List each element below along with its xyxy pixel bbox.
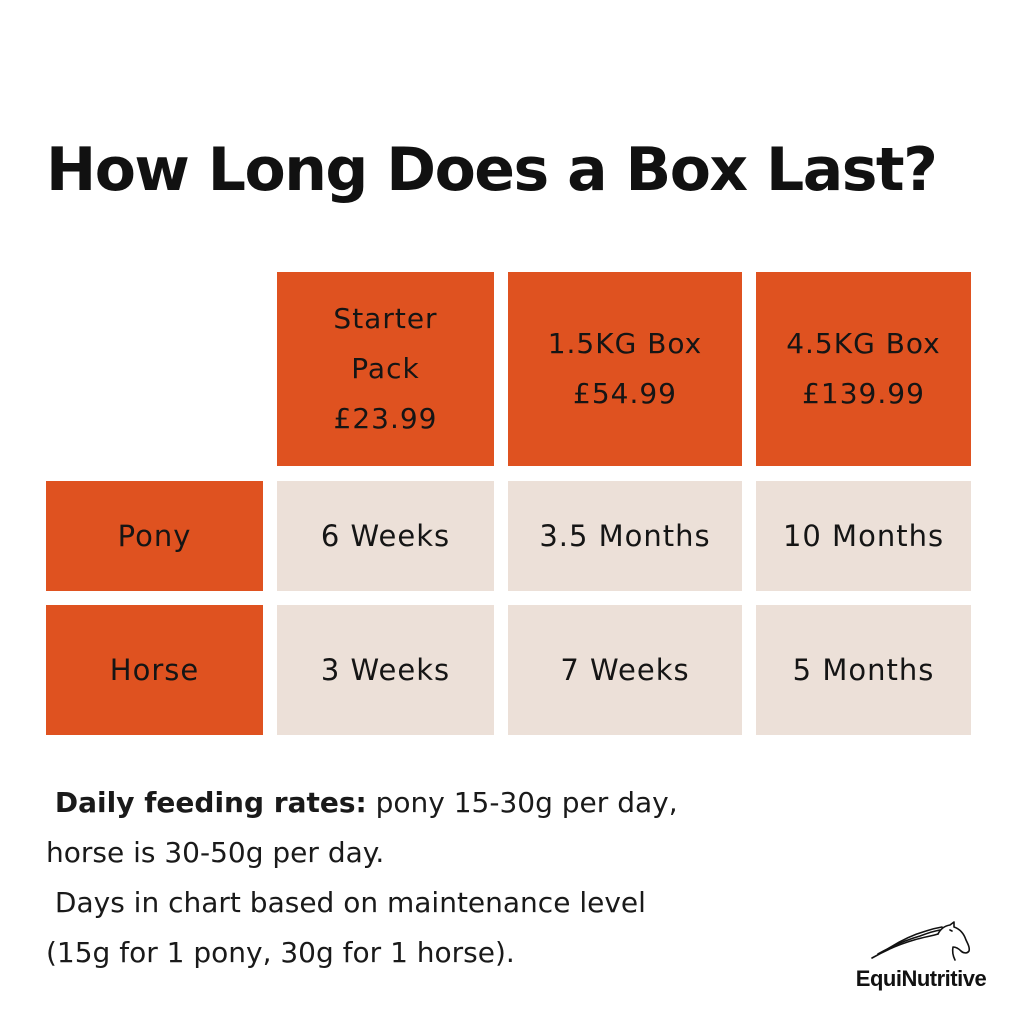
- table-cell: 3.5 Months: [508, 481, 742, 591]
- brand-name: EquiNutritive: [855, 966, 987, 991]
- notes-line: Daily feeding rates: pony 15-30g per day…: [46, 778, 766, 828]
- notes-line-text: pony 15-30g per day,: [366, 786, 678, 819]
- column-header-line: 1.5KG Box: [547, 327, 703, 360]
- column-header-4-5kg-box: 4.5KG Box £139.99: [756, 272, 971, 466]
- row-label-horse: Horse: [46, 605, 263, 735]
- column-header-starter-pack: Starter Pack £23.99: [277, 272, 494, 466]
- feeding-notes: Daily feeding rates: pony 15-30g per day…: [46, 778, 766, 978]
- column-header-line: £23.99: [333, 402, 438, 435]
- table-cell: 5 Months: [756, 605, 971, 735]
- table-cell: 6 Weeks: [277, 481, 494, 591]
- notes-bold-label: Daily feeding rates:: [54, 786, 367, 819]
- column-header-line: £54.99: [573, 377, 677, 410]
- page-title: How Long Does a Box Last?: [46, 135, 938, 205]
- row-label-pony: Pony: [46, 481, 263, 591]
- horse-head-icon: [871, 921, 971, 961]
- table-cell: 3 Weeks: [277, 605, 494, 735]
- notes-line: Days in chart based on maintenance level: [46, 886, 646, 919]
- column-header-line: £139.99: [802, 377, 925, 410]
- notes-line: horse is 30-50g per day.: [46, 836, 385, 869]
- column-header-1-5kg-box: 1.5KG Box £54.99: [508, 272, 742, 466]
- table-cell: 10 Months: [756, 481, 971, 591]
- column-header-line: Pack: [351, 352, 420, 385]
- notes-line: (15g for 1 pony, 30g for 1 horse).: [46, 936, 515, 969]
- column-header-line: Starter: [333, 302, 438, 335]
- column-header-line: 4.5KG Box: [786, 327, 941, 360]
- table-cell: 7 Weeks: [508, 605, 742, 735]
- brand-logo: EquiNutritive: [846, 920, 996, 1000]
